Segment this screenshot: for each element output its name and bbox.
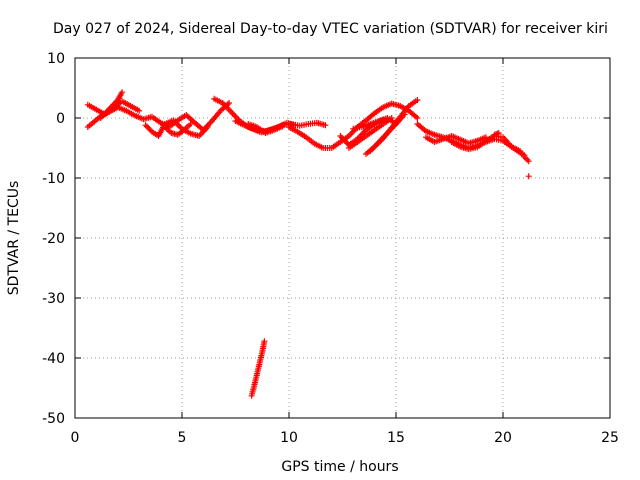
data-point — [226, 100, 233, 106]
data-point — [136, 107, 143, 114]
grid-lines — [75, 58, 610, 418]
data-point — [187, 121, 194, 127]
data-point — [414, 97, 421, 103]
data-point — [322, 122, 329, 129]
data-point — [204, 124, 211, 130]
x-tick-label: 5 — [178, 430, 187, 446]
y-tick-label: -30 — [42, 291, 65, 307]
data-point — [279, 123, 286, 130]
y-axis-label: SDTVAR / TECUs — [6, 181, 22, 296]
data-point — [119, 89, 126, 96]
x-tick-label: 15 — [387, 430, 405, 446]
x-axis-label: GPS time / hours — [281, 459, 398, 475]
y-tick-label: -50 — [42, 411, 65, 427]
data-point — [292, 122, 299, 129]
x-tick-label: 20 — [494, 430, 512, 446]
data-point — [414, 115, 421, 121]
x-tick-label: 25 — [601, 430, 619, 446]
data-points — [84, 89, 532, 399]
y-tick-label: 0 — [56, 111, 65, 127]
data-point — [261, 338, 268, 345]
data-point — [495, 130, 502, 136]
data-point — [525, 173, 532, 180]
axis-ticks: 0 5 10 15 20 25 10 0 -10 -20 -30 -40 -50 — [42, 51, 619, 446]
y-tick-label: -20 — [42, 231, 65, 247]
chart-title: Day 027 of 2024, Sidereal Day-to-day VTE… — [53, 21, 608, 37]
data-point — [401, 111, 408, 118]
y-tick-label: -40 — [42, 351, 65, 367]
x-tick-label: 0 — [71, 430, 80, 446]
y-tick-label: 10 — [47, 51, 65, 67]
x-tick-label: 10 — [280, 430, 298, 446]
data-point — [525, 158, 532, 165]
y-tick-label: -10 — [42, 171, 65, 187]
